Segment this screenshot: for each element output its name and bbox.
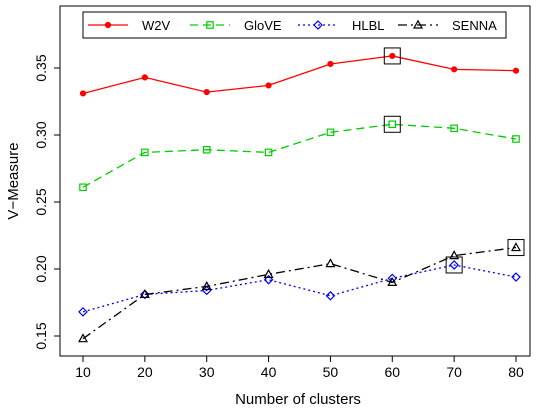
series-glove — [79, 115, 520, 192]
data-point-hlbl — [78, 307, 88, 317]
x-tick-label: 20 — [137, 364, 153, 380]
x-tick-label: 70 — [446, 364, 462, 380]
y-axis: 0.15 0.20 0.25 0.30 0.35 — [33, 54, 61, 350]
legend-marker-glove — [206, 21, 214, 29]
series-w2v — [79, 47, 520, 97]
data-point-glove — [79, 183, 87, 192]
y-tick-label: 0.30 — [33, 121, 49, 148]
y-axis-label: V−Measure — [5, 142, 22, 219]
series-line-w2v — [82, 55, 517, 95]
data-point-glove — [326, 128, 335, 137]
series-line-senna — [82, 246, 517, 340]
data-point-hlbl — [511, 272, 521, 282]
data-point-w2v — [451, 66, 458, 73]
x-tick-label: 40 — [261, 364, 277, 380]
x-tick-label: 60 — [384, 364, 400, 380]
data-point-glove — [512, 135, 520, 143]
highlight-box-senna — [507, 239, 525, 257]
legend-marker-hlbl — [313, 20, 323, 30]
x-tick-label: 50 — [323, 364, 339, 380]
data-point-senna — [449, 250, 460, 260]
legend-marker-senna — [412, 19, 424, 29]
data-point-hlbl — [449, 260, 459, 270]
legend: W2V GloVE HLBL SENNA — [82, 11, 507, 39]
data-point-glove — [202, 145, 211, 154]
y-tick-label: 0.25 — [33, 188, 49, 215]
highlight-box-w2v — [383, 47, 401, 65]
highlight-box-hlbl — [445, 256, 463, 274]
y-tick-label: 0.20 — [33, 255, 49, 282]
x-tick-label: 10 — [75, 364, 91, 380]
data-point-glove — [141, 148, 149, 157]
data-point-hlbl — [263, 274, 274, 285]
y-tick-label: 0.15 — [33, 322, 49, 349]
data-point-w2v — [389, 52, 396, 60]
data-point-senna — [139, 289, 150, 299]
plot-frame — [59, 5, 531, 357]
data-point-hlbl — [325, 290, 336, 301]
data-point-w2v — [79, 90, 87, 97]
data-point-glove — [388, 120, 397, 129]
legend-label-w2v: W2V — [142, 18, 171, 33]
data-point-senna — [325, 258, 336, 268]
legend-marker-w2v — [104, 21, 112, 29]
series-hlbl — [78, 256, 521, 317]
legend-box — [82, 11, 507, 39]
data-point-senna — [77, 333, 89, 343]
data-point-w2v — [265, 82, 272, 89]
data-point-glove — [450, 124, 458, 133]
series-line-glove — [82, 123, 517, 188]
data-point-senna — [201, 280, 212, 291]
legend-label-hlbl: HLBL — [352, 18, 385, 33]
data-point-w2v — [512, 67, 520, 74]
series-senna — [77, 239, 525, 343]
highlight-box-glove — [383, 115, 401, 133]
data-point-senna — [387, 276, 398, 286]
data-point-glove — [264, 148, 273, 157]
y-tick-label: 0.35 — [33, 54, 49, 81]
series-layer — [77, 47, 525, 343]
legend-label-glove: GloVE — [244, 18, 282, 33]
x-axis: 10 20 30 40 50 60 70 80 — [75, 355, 524, 380]
x-tick-label: 80 — [508, 364, 524, 380]
data-point-w2v — [141, 74, 148, 81]
data-point-w2v — [327, 60, 334, 68]
series-line-hlbl — [82, 264, 517, 313]
data-point-senna — [510, 242, 522, 252]
x-axis-label: Number of clusters — [235, 391, 361, 408]
legend-label-senna: SENNA — [452, 18, 497, 33]
data-point-hlbl — [140, 289, 150, 300]
x-tick-label: 30 — [199, 364, 215, 380]
data-point-w2v — [203, 89, 210, 96]
data-point-senna — [263, 268, 274, 278]
